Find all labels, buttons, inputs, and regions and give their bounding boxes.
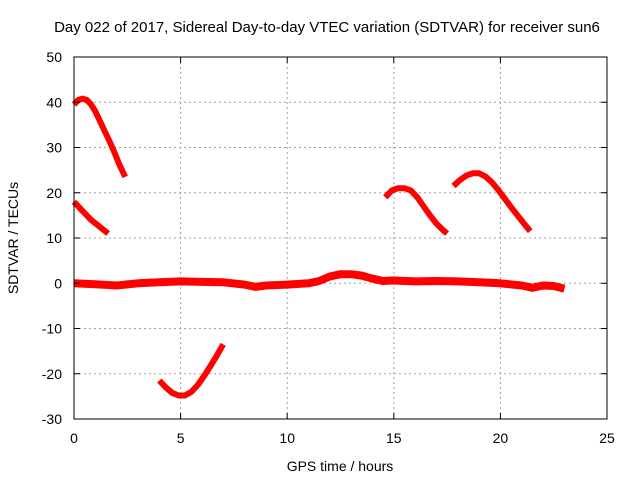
series-arc-1: [71, 95, 128, 179]
x-tick-label: 0: [70, 430, 78, 446]
y-tick-label: 20: [46, 185, 62, 201]
y-tick-label: 30: [46, 140, 62, 156]
series-arc-6: [73, 270, 566, 293]
x-tick-label: 20: [493, 430, 509, 446]
y-tick-label: -30: [42, 411, 62, 427]
x-axis-label: GPS time / hours: [287, 458, 394, 474]
x-tick-label: 15: [386, 430, 402, 446]
y-tick-label: 40: [46, 94, 62, 110]
series-arc-5: [451, 170, 533, 234]
x-tick-label: 10: [279, 430, 295, 446]
y-tick-label: 10: [46, 230, 62, 246]
y-axis-label: SDTVAR / TECUs: [5, 182, 21, 294]
series-arc-4: [383, 185, 450, 236]
x-tick-label: 5: [177, 430, 185, 446]
y-tick-label: -20: [42, 366, 62, 382]
y-tick-label: 50: [46, 49, 62, 65]
chart-title: Day 022 of 2017, Sidereal Day-to-day VTE…: [54, 19, 600, 36]
series-arc-3: [157, 342, 226, 399]
y-tick-label: 0: [54, 275, 62, 291]
data-series: [71, 95, 566, 399]
y-tick-label: -10: [42, 321, 62, 337]
series-arc-2: [71, 199, 110, 236]
ticks: 0 5 10 15 20 25 -30 -20 -10 0 10 20 30 40 50: [42, 49, 615, 446]
grid: [74, 57, 607, 419]
x-tick-label: 25: [599, 430, 615, 446]
